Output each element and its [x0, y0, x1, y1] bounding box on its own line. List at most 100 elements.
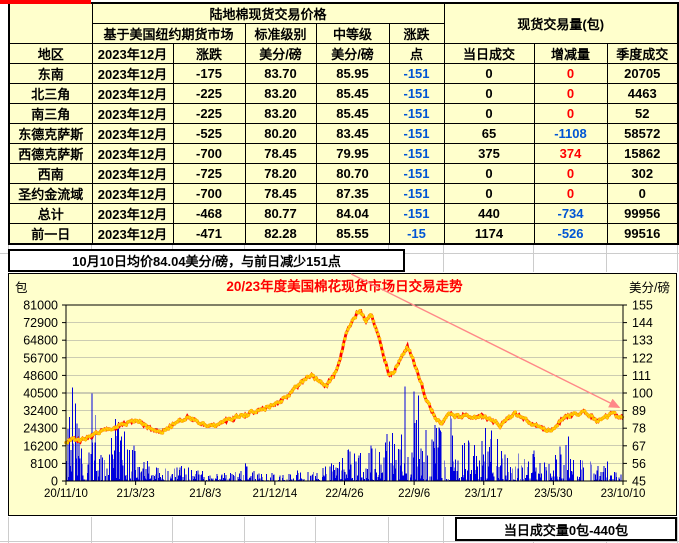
x-axis-tick-label: 23/5/30: [534, 488, 572, 500]
cell-change: -700: [172, 143, 246, 164]
cell-medium-price: 84.04: [315, 203, 390, 224]
cell-quarter-volume: 58572: [606, 123, 679, 144]
table-row: 西德克萨斯 2023年12月 -700 78.45 79.95 -151 375 374 158…: [8, 143, 679, 164]
cell-change: -471: [172, 223, 246, 245]
cell-region: 南三角: [8, 103, 93, 124]
cell-quarter-volume: 302: [606, 163, 679, 184]
left-axis-tick-label: 16200: [23, 439, 58, 453]
cell-today-volume: 375: [443, 143, 535, 164]
cell-today-volume: 65: [443, 123, 535, 144]
left-axis-tick-label: 81000: [23, 299, 58, 313]
trading-chart: 20/23年度美国棉花现货市场日交易走势 包 美分/磅 81000 155 72900 14…: [8, 273, 677, 516]
cell-standard-price: 78.45: [244, 143, 317, 164]
cell-standard-price: 80.20: [244, 123, 317, 144]
cell-month: 2023年12月: [91, 63, 174, 84]
x-axis-tick-label: 21/12/14: [252, 488, 297, 500]
cell-month: 2023年12月: [91, 123, 174, 144]
cell-standard-price: 78.20: [244, 163, 317, 184]
cell-delta-volume: -734: [533, 203, 608, 224]
right-axis-tick-label: 111: [632, 369, 651, 383]
red-marker-bar: [0, 0, 91, 4]
trend-arrow-line: [350, 273, 621, 409]
cell-medium-price: 85.45: [315, 83, 390, 104]
cell-standard-price: 83.20: [244, 83, 317, 104]
chart-title: 20/23年度美国棉花现货市场日交易走势: [226, 278, 463, 294]
cell-medium-price: 85.45: [315, 103, 390, 124]
col-month: 2023年12月: [91, 43, 174, 64]
cell-month: 2023年12月: [91, 83, 174, 104]
cell-standard-price: 78.45: [244, 183, 317, 204]
header-futures-market: 基于美国纽约期货市场: [91, 23, 246, 44]
right-axis-tick-label: 155: [632, 299, 653, 313]
cell-quarter-volume: 99516: [606, 223, 679, 245]
cell-points: -151: [388, 63, 445, 84]
cell-region: 西德克萨斯: [8, 143, 93, 164]
cell-month: 2023年12月: [91, 103, 174, 124]
cell-delta-volume: 0: [533, 163, 608, 184]
cell-month: 2023年12月: [91, 143, 174, 164]
cell-delta-volume: 0: [533, 83, 608, 104]
cell-quarter-volume: 15862: [606, 143, 679, 164]
cell-standard-price: 83.20: [244, 103, 317, 124]
plot-border: [65, 304, 624, 482]
price-table: 陆地棉现货交易价格 现货交易量(包) 基于美国纽约期货市场 标准级别 中等级 涨…: [8, 2, 679, 245]
col-unit-standard: 美分/磅: [244, 43, 317, 64]
right-axis-tick-label: 133: [632, 334, 653, 348]
left-axis-tick-label: 24300: [23, 422, 58, 436]
volume-title: 现货交易量(包): [443, 2, 679, 44]
col-quarter-volume: 季度成交: [606, 43, 679, 64]
cell-change: -225: [172, 103, 246, 124]
cell-region: 圣约金流域: [8, 183, 93, 204]
cell-delta-volume: 374: [533, 143, 608, 164]
cell-points: -151: [388, 143, 445, 164]
header-change-group: 涨跌: [388, 23, 445, 44]
cell-region: 总计: [8, 203, 93, 224]
cell-change: -725: [172, 163, 246, 184]
right-axis-tick-label: 67: [632, 439, 646, 453]
cell-today-volume: 0: [443, 83, 535, 104]
cell-quarter-volume: 0: [606, 183, 679, 204]
cell-delta-volume: -526: [533, 223, 608, 245]
right-axis-unit-label: 美分/磅: [629, 280, 670, 295]
table-row: 总计 2023年12月 -468 80.77 84.04 -151 440 -734 99956: [8, 203, 679, 224]
right-axis-tick-label: 122: [632, 351, 653, 365]
cell-points: -151: [388, 183, 445, 204]
cell-change: -700: [172, 183, 246, 204]
price-line: [65, 309, 625, 445]
header-standard-grade: 标准级别: [244, 23, 317, 44]
left-axis-tick-label: 56700: [23, 351, 58, 365]
table-row: 南三角 2023年12月 -225 83.20 85.45 -151 0 0 52: [8, 103, 679, 124]
left-axis-tick-label: 64800: [23, 334, 58, 348]
table-row: 北三角 2023年12月 -225 83.20 85.45 -151 0 0 4463: [8, 83, 679, 104]
cell-today-volume: 0: [443, 103, 535, 124]
cell-today-volume: 440: [443, 203, 535, 224]
cell-quarter-volume: 4463: [606, 83, 679, 104]
cell-delta-volume: 0: [533, 183, 608, 204]
table-row: 圣约金流域 2023年12月 -700 78.45 87.35 -151 0 0 0: [8, 183, 679, 204]
cell-today-volume: 0: [443, 163, 535, 184]
cell-change: -468: [172, 203, 246, 224]
cell-region: 东南: [8, 63, 93, 84]
left-axis-unit-label: 包: [15, 281, 28, 295]
cell-month: 2023年12月: [91, 163, 174, 184]
col-unit-medium: 美分/磅: [315, 43, 390, 64]
corner-cell: [8, 2, 93, 44]
cell-delta-volume: -1108: [533, 123, 608, 144]
cell-delta-volume: 0: [533, 103, 608, 124]
volume-bars: [65, 386, 624, 481]
right-axis-tick-label: 144: [632, 316, 653, 330]
cell-points: -151: [388, 203, 445, 224]
left-axis-tick-label: 72900: [23, 316, 58, 330]
right-axis-tick-label: 56: [632, 457, 646, 471]
cell-points: -151: [388, 163, 445, 184]
header-medium-grade: 中等级: [315, 23, 390, 44]
cell-standard-price: 82.28: [244, 223, 317, 245]
cell-region: 西南: [8, 163, 93, 184]
cell-delta-volume: 0: [533, 63, 608, 84]
cell-month: 2023年12月: [91, 203, 174, 224]
cell-region: 北三角: [8, 83, 93, 104]
table-row: 东德克萨斯 2023年12月 -525 80.20 83.45 -151 65 -1108 58…: [8, 123, 679, 144]
average-price-note: 10月10日均价84.04美分/磅，与前日减少151点: [8, 249, 405, 272]
cell-medium-price: 79.95: [315, 143, 390, 164]
